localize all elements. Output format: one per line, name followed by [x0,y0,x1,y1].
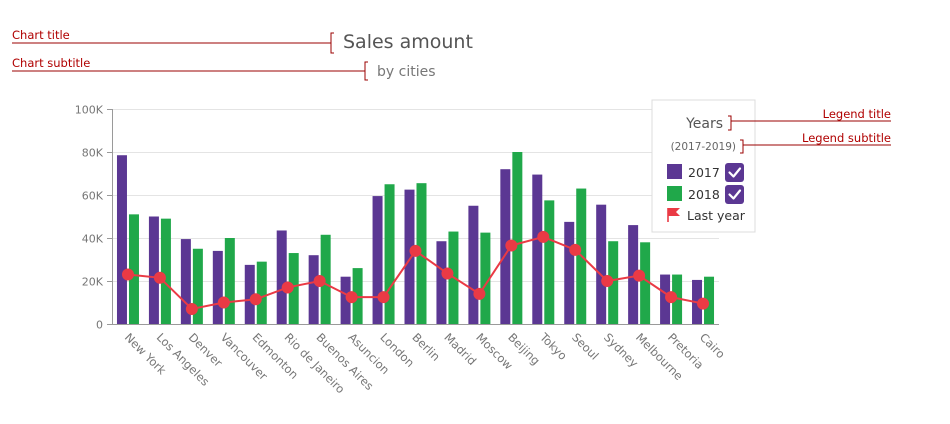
bar-2017[interactable] [596,204,607,324]
bar-2018[interactable] [416,183,427,324]
legend-item-last-year[interactable]: Last year [667,208,746,223]
last-year-line [121,230,710,315]
x-tick-label: Sydney [601,330,641,370]
legend-title: Years [685,116,723,132]
legend-label-2018: 2018 [688,187,720,202]
bar-2018[interactable] [608,241,619,324]
legend-item-2017[interactable]: 2017 [667,163,744,182]
y-tick-label: 40K [82,233,104,246]
bar-2018[interactable] [480,232,491,324]
bar-2017[interactable] [628,225,639,324]
y-tick-label: 80K [82,147,104,160]
bar-2017[interactable] [340,276,351,324]
bar-2017[interactable] [180,239,191,324]
bar-2018[interactable] [160,218,171,324]
point-last-year[interactable] [249,293,262,306]
annotation-chart-subtitle-label: Chart subtitle [12,56,90,70]
point-last-year[interactable] [121,268,134,281]
point-last-year[interactable] [665,291,678,304]
y-tick-label: 20K [82,276,104,289]
annotation-chart-title: Chart title [12,28,334,54]
y-tick-label: 60K [82,190,104,203]
legend-label-2017: 2017 [688,165,720,180]
x-tick-label: Seoul [569,330,601,362]
bar-2018[interactable] [192,248,203,324]
point-last-year[interactable] [153,271,166,284]
point-last-year[interactable] [313,275,326,287]
bar-2017[interactable] [116,155,127,324]
point-last-year[interactable] [505,239,518,252]
bar-2017[interactable] [660,274,671,324]
checkmark-icon [728,167,742,178]
checkmark-icon [728,189,742,200]
point-last-year[interactable] [473,287,486,300]
bar-2018[interactable] [512,152,523,324]
legend-checkbox-2017[interactable] [725,163,744,182]
bar-2017[interactable] [436,241,447,324]
annotation-legend-title-label: Legend title [823,107,891,121]
bar-2017[interactable] [404,189,415,324]
point-last-year[interactable] [217,296,230,309]
bar-2017[interactable] [308,255,319,324]
y-tick-label: 100K [75,104,104,117]
bar-2018[interactable] [704,276,715,324]
y-axis: 0 20K 40K 60K 80K 100K [75,104,113,332]
annotation-legend-subtitle: Legend subtitle [740,131,891,154]
legend-swatch-2018 [667,186,682,201]
point-last-year[interactable] [377,291,390,304]
bar-2018[interactable] [640,242,651,324]
point-last-year[interactable] [537,230,550,243]
annotation-legend-subtitle-label: Legend subtitle [802,131,891,145]
point-last-year[interactable] [281,281,294,294]
flag-icon [667,208,680,222]
bar-2018[interactable] [256,261,267,324]
point-last-year[interactable] [697,297,710,310]
bar-2018[interactable] [384,184,395,324]
bar-2017[interactable] [532,174,543,324]
bar-2018[interactable] [352,268,363,324]
bar-2017[interactable] [276,230,287,324]
bar-2018[interactable] [320,234,331,324]
point-last-year[interactable] [633,269,646,282]
legend: Years (2017-2019) 2017 2018 Last year [651,99,756,233]
annotation-chart-subtitle: Chart subtitle [12,56,368,81]
bar-2017[interactable] [372,196,383,324]
chart-title: Sales amount [343,31,473,53]
bar-2018[interactable] [224,238,235,324]
legend-subtitle: (2017-2019) [671,141,736,153]
bar-2017[interactable] [212,250,223,324]
bar-2018[interactable] [544,200,555,324]
bar-2017[interactable] [148,216,159,325]
legend-checkbox-2018[interactable] [725,185,744,204]
bar-2017[interactable] [500,169,511,324]
point-last-year[interactable] [185,302,198,315]
point-last-year[interactable] [569,243,582,256]
x-tick-label: Madrid [441,330,479,368]
y-tick-label: 0 [96,319,103,332]
point-last-year[interactable] [345,291,358,304]
bar-2017[interactable] [468,205,479,324]
annotation-legend-title: Legend title [728,107,891,131]
bar-2018[interactable] [288,253,299,324]
point-last-year[interactable] [441,267,454,280]
point-last-year[interactable] [601,275,614,287]
annotation-chart-title-label: Chart title [12,28,70,42]
bar-2017[interactable] [244,264,255,324]
bar-2017[interactable] [564,221,575,324]
bar-2018[interactable] [128,214,139,324]
chart-subtitle: by cities [377,64,436,80]
legend-label-last-year: Last year [687,208,746,223]
legend-item-2018[interactable]: 2018 [667,185,744,204]
point-last-year[interactable] [409,244,422,257]
legend-swatch-2017 [667,164,682,179]
